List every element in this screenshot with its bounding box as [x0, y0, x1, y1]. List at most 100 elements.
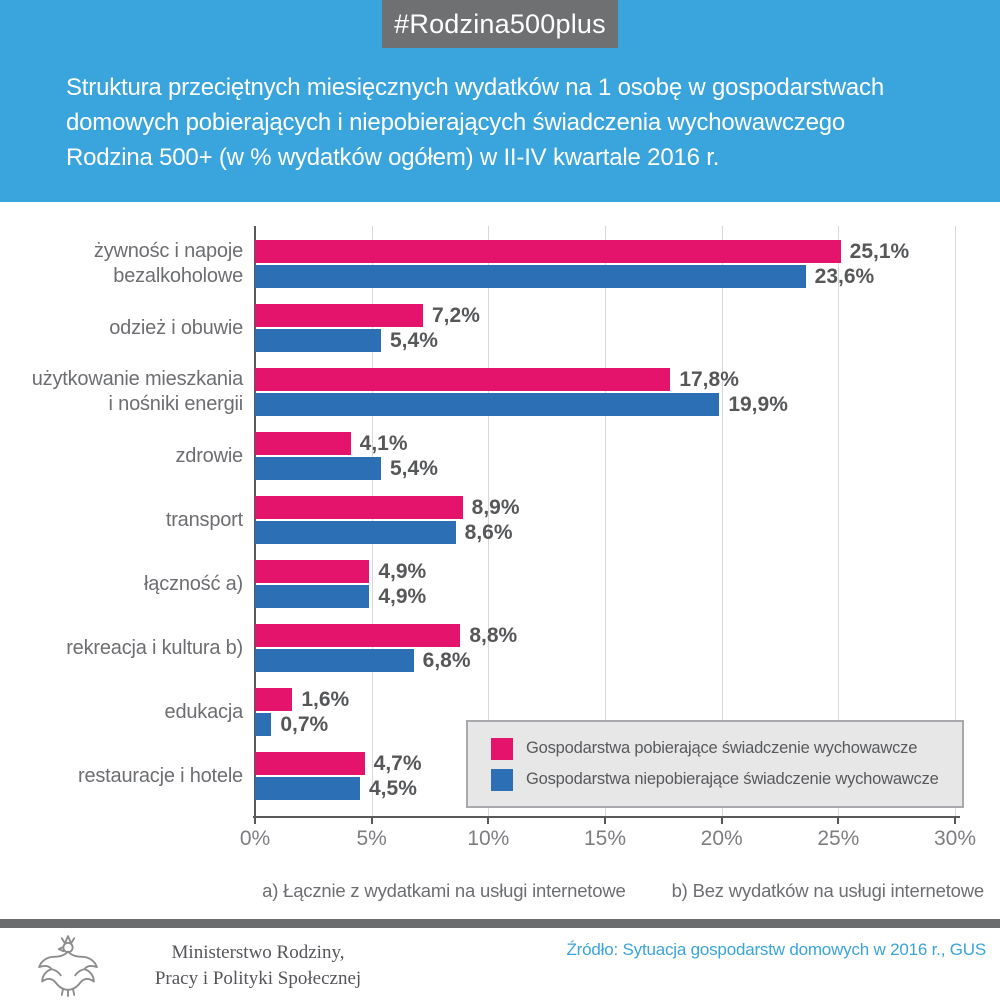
category-row: restauracje i hotele 4,7% 4,5% — [0, 744, 1000, 808]
value-label: 4,5% — [369, 776, 417, 800]
bar-receiving: 4,1% — [255, 432, 408, 455]
x-axis-tick — [954, 818, 956, 824]
category-row: użytkowanie mieszkania i nośniki energii 1… — [0, 360, 1000, 424]
value-label: 8,8% — [469, 623, 518, 647]
category-row: rekreacja i kultura b) 8,8% 6,8% — [0, 616, 1000, 680]
bar-not-receiving: 5,4% — [255, 457, 438, 480]
value-label: 5,4% — [390, 456, 438, 480]
x-axis-tick-label: 15% — [583, 827, 627, 850]
bar-pair: 8,9% 8,6% — [255, 488, 1000, 552]
legend-label-receiving: Gospodarstwa pobierające świadczenie wyc… — [526, 739, 918, 757]
footnote-b: b) Bez wydatków na usługi internetowe — [671, 880, 985, 901]
bar-receiving: 4,9% — [255, 560, 426, 583]
ministry-name-line-2: Pracy i Polityki Społecznej — [154, 968, 362, 989]
category-label-line: bezalkoholowe — [113, 265, 243, 287]
bar-not-receiving: 4,5% — [255, 777, 417, 800]
bar-not-receiving: 6,8% — [255, 649, 471, 672]
value-label: 8,9% — [471, 495, 520, 519]
legend-item-not-receiving: Gospodarstwa niepobierające świadczenie … — [491, 768, 962, 791]
hashtag-badge: #Rodzina500plus — [382, 0, 618, 48]
chart-title-line-3: Rodzina 500+ (w % wydatków ogółem) w II-… — [66, 144, 720, 171]
header-banner: #Rodzina500plus Struktura przeciętnych m… — [0, 0, 1000, 202]
category-label: żywnośc i napoje bezalkoholowe — [0, 232, 255, 296]
bar-pair: 4,9% 4,9% — [255, 552, 1000, 616]
bar-pair: 4,7% 4,5% — [255, 744, 1000, 808]
x-axis-tick — [720, 818, 723, 824]
category-label-line: użytkowanie mieszkania — [31, 368, 243, 390]
value-label: 4,9% — [378, 559, 427, 583]
value-label: 4,7% — [373, 751, 422, 775]
value-label: 17,8% — [679, 367, 739, 391]
bar-pair: 7,2% 5,4% — [255, 296, 1000, 360]
x-axis-tick — [604, 818, 606, 824]
category-label: użytkowanie mieszkania i nośniki energii — [0, 360, 255, 424]
category-label-line: odzież i obuwie — [109, 316, 243, 339]
x-axis-line — [253, 816, 960, 818]
bar-receiving: 25,1% — [255, 240, 909, 263]
x-axis-tick-label: 0% — [239, 827, 271, 850]
category-label-line: żywnośc i napoje — [93, 240, 243, 262]
x-axis-tick — [487, 818, 490, 824]
value-label: 4,1% — [359, 431, 408, 455]
category-row: transport 8,9% 8,6% — [0, 488, 1000, 552]
value-label: 1,6% — [301, 687, 350, 711]
category-label-line: transport — [165, 508, 243, 531]
category-label: restauracje i hotele — [0, 744, 255, 808]
value-label: 4,9% — [378, 584, 427, 608]
category-label-line: restauracje i hotele — [78, 764, 243, 787]
category-label: transport — [0, 488, 255, 552]
bar-not-receiving: 19,9% — [255, 393, 788, 416]
category-row: odzież i obuwie 7,2% 5,4% — [0, 296, 1000, 360]
category-label: łączność a) — [0, 552, 255, 616]
ministry-name-line-1: Ministerstwo Rodziny, — [171, 942, 345, 963]
category-label: edukacja — [0, 680, 255, 744]
bar-pair: 25,1% 23,6% — [255, 232, 1000, 296]
bar-receiving: 7,2% — [255, 304, 480, 327]
bar-pair: 1,6% 0,7% — [255, 680, 1000, 744]
bar-receiving: 8,9% — [255, 496, 520, 519]
x-axis-tick-label: 25% — [817, 827, 860, 850]
ministry-logo-eagle-icon — [38, 935, 98, 997]
category-label: zdrowie — [0, 424, 255, 488]
bar-not-receiving: 4,9% — [255, 585, 426, 608]
footer-divider — [0, 919, 1000, 928]
value-label: 25,1% — [849, 239, 910, 263]
category-row: żywnośc i napoje bezalkoholowe 25,1% 23,6% — [0, 232, 1000, 296]
bar-chart: żywnośc i napoje bezalkoholowe 25,1% 23,6% o… — [0, 226, 1000, 866]
x-axis-tick-label: 5% — [356, 827, 387, 850]
bar-receiving: 1,6% — [255, 688, 349, 711]
pink-swatch-icon — [491, 737, 513, 760]
bar-pair: 8,8% 6,8% — [255, 616, 1000, 680]
ministry-name: Ministerstwo Rodziny, Pracy i Polityki S… — [108, 940, 408, 992]
category-label-line: rekreacja i kultura b) — [66, 636, 243, 659]
category-label: rekreacja i kultura b) — [0, 616, 255, 680]
bar-receiving: 17,8% — [255, 368, 739, 391]
bar-not-receiving: 5,4% — [255, 329, 438, 352]
value-label: 19,9% — [728, 392, 788, 416]
x-axis-tick-label: 10% — [467, 827, 510, 850]
bar-not-receiving: 8,6% — [255, 521, 513, 544]
value-label: 0,7% — [280, 712, 329, 736]
category-label-line: i nośniki energii — [108, 393, 244, 415]
bar-pair: 4,1% 5,4% — [255, 424, 1000, 488]
x-axis-tick — [837, 818, 840, 824]
x-axis-tick-label: 20% — [700, 827, 743, 850]
blue-swatch-icon — [491, 768, 513, 791]
category-row: łączność a) 4,9% 4,9% — [0, 552, 1000, 616]
bar-not-receiving: 0,7% — [255, 713, 328, 736]
chart-title-line-2: domowych pobierających i niepobierającyc… — [66, 109, 846, 136]
source-text: Źródło: Sytuacja gospodarstw domowych w … — [566, 940, 986, 959]
category-row: edukacja 1,6% 0,7% — [0, 680, 1000, 744]
x-axis-tick — [370, 818, 373, 824]
chart-rows: żywnośc i napoje bezalkoholowe 25,1% 23,6% o… — [0, 226, 1000, 808]
value-label: 6,8% — [422, 648, 471, 672]
x-axis-tick — [254, 818, 256, 824]
category-label: odzież i obuwie — [0, 296, 255, 360]
x-axis-tick-label: 30% — [933, 827, 977, 850]
value-label: 5,4% — [390, 328, 438, 352]
category-label-line: edukacja — [164, 700, 244, 723]
value-label: 23,6% — [814, 264, 875, 288]
bar-receiving: 4,7% — [255, 752, 422, 775]
bar-not-receiving: 23,6% — [255, 265, 874, 288]
chart-title: Struktura przeciętnych miesięcznych wyda… — [66, 70, 884, 175]
